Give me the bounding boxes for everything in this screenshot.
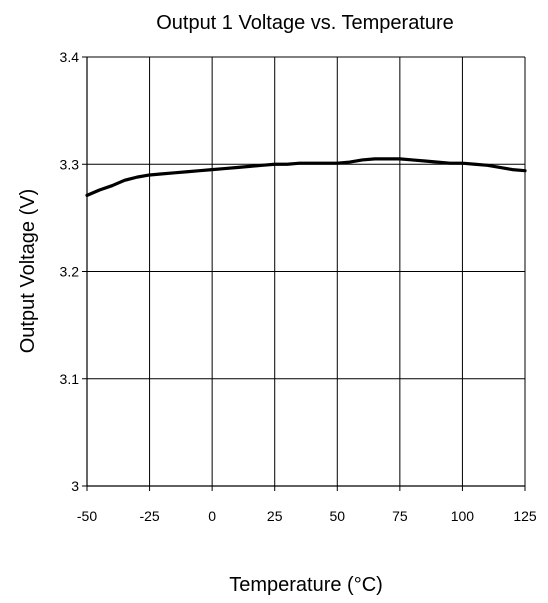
x-tick-label: 75 [392,508,408,524]
y-axis-ticks: 3 3.1 3.2 3.3 3.4 [60,49,87,494]
y-tick-label: 3.3 [60,156,80,172]
y-tick-label: 3.1 [60,371,80,387]
series-layer [85,157,527,197]
x-tick-label: 125 [513,508,537,524]
x-tick-label: 0 [208,508,216,524]
series-line [85,157,527,197]
y-tick-label: 3.4 [60,49,80,65]
y-axis-label: Output Voltage (V) [17,189,39,354]
chart-title: Output 1 Voltage vs. Temperature [156,12,454,34]
y-tick-label: 3.2 [60,264,80,280]
x-tick-label: -50 [77,508,97,524]
x-tick-label: 25 [267,508,283,524]
y-tick-label: 3 [71,478,79,494]
x-tick-label: -25 [139,508,159,524]
x-axis-label: Temperature (°C) [229,574,383,596]
plot-frame [86,56,526,487]
x-axis-ticks: -50 -25 0 25 50 75 100 125 [77,486,537,524]
x-tick-label: 100 [451,508,475,524]
x-tick-label: 50 [329,508,345,524]
grid-lines [87,57,525,486]
